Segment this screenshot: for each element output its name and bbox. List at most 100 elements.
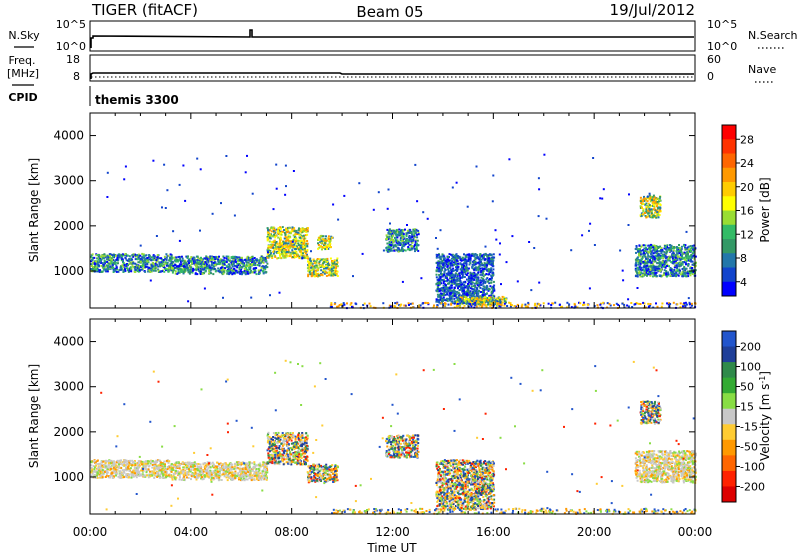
echo-point <box>463 253 465 256</box>
echo-point <box>682 272 684 275</box>
echo-point <box>334 273 337 276</box>
echo-point <box>90 265 93 267</box>
echo-point <box>461 273 464 275</box>
echo-point <box>689 258 692 261</box>
echo-point <box>485 288 488 291</box>
echo-point <box>136 254 138 257</box>
echo-point <box>454 275 457 278</box>
echo-point <box>165 264 168 267</box>
echo-point <box>286 231 288 234</box>
echo-point <box>657 267 660 270</box>
echo-point <box>474 256 477 259</box>
echo-point <box>221 271 223 274</box>
echo-point <box>174 258 177 261</box>
echo-point <box>120 253 123 256</box>
echo-point <box>649 269 652 272</box>
echo-point <box>120 268 123 271</box>
echo-point <box>278 242 281 245</box>
echo-point <box>222 255 225 258</box>
echo-point <box>685 275 688 278</box>
echo-point <box>450 300 453 303</box>
echo-point <box>390 247 393 250</box>
echo-point <box>284 229 287 231</box>
echo-point <box>489 278 491 280</box>
echo-point <box>190 266 193 269</box>
echo-point <box>332 262 335 265</box>
echo-point <box>442 263 445 266</box>
echo-point <box>329 238 332 241</box>
echo-point <box>239 260 242 262</box>
echo-point <box>186 268 189 271</box>
echo-point <box>685 271 688 274</box>
echo-point <box>441 289 444 292</box>
echo-point <box>399 249 402 252</box>
echo-point <box>458 302 461 305</box>
noise-point <box>534 302 537 305</box>
echo-point <box>249 260 252 262</box>
echo-point <box>692 248 695 251</box>
echo-point <box>488 253 491 256</box>
echo-point <box>466 288 469 291</box>
echo-point <box>207 261 210 264</box>
echo-point <box>444 284 447 287</box>
echo-point <box>678 244 680 246</box>
noise-point <box>418 306 421 308</box>
echo-point <box>438 275 441 278</box>
echo-point <box>457 287 459 290</box>
noise-point <box>559 306 562 309</box>
echo-point <box>438 254 441 257</box>
echo-point <box>485 266 488 269</box>
echo-point <box>268 229 271 232</box>
echo-point <box>327 263 330 266</box>
echo-point <box>210 258 213 261</box>
echo-point <box>437 288 440 290</box>
echo-point <box>260 260 263 263</box>
echo-point <box>112 259 115 261</box>
echo-point <box>442 257 445 260</box>
echo-point <box>403 249 406 252</box>
echo-point <box>686 270 689 273</box>
echo-point <box>648 204 651 207</box>
echo-point <box>295 256 298 258</box>
echo-point <box>491 274 494 277</box>
echo-point <box>165 256 168 259</box>
echo-point <box>106 254 109 257</box>
echo-point <box>327 268 330 271</box>
echo-point <box>490 261 493 264</box>
echo-point <box>168 264 171 267</box>
echo-point <box>658 197 661 200</box>
echo-point <box>463 292 466 295</box>
echo-point <box>645 210 648 213</box>
echo-point <box>457 283 460 286</box>
echo-point <box>482 300 485 303</box>
echo-point <box>436 264 439 266</box>
sparse-point <box>187 300 190 303</box>
echo-point <box>476 273 479 276</box>
noise-point <box>510 304 513 307</box>
echo-point <box>465 263 468 266</box>
echo-point <box>639 205 642 208</box>
echo-point <box>690 260 693 263</box>
echo-point <box>264 258 267 261</box>
sparse-point <box>301 257 304 260</box>
echo-point <box>673 261 676 264</box>
echo-point <box>482 264 485 266</box>
echo-point <box>199 269 202 272</box>
echo-point <box>464 258 467 261</box>
echo-point <box>470 275 473 278</box>
echo-point <box>310 266 313 269</box>
echo-point <box>313 265 316 268</box>
echo-point <box>685 247 688 250</box>
echo-point <box>175 258 178 261</box>
echo-point <box>335 273 338 275</box>
echo-point <box>445 297 448 300</box>
noise-point <box>411 302 414 305</box>
echo-point <box>113 269 116 272</box>
echo-point <box>656 206 659 209</box>
echo-point <box>474 267 477 270</box>
echo-point <box>164 257 167 260</box>
echo-point <box>657 202 660 205</box>
echo-point <box>490 286 493 289</box>
echo-point <box>195 269 198 272</box>
noise-point <box>400 303 403 306</box>
